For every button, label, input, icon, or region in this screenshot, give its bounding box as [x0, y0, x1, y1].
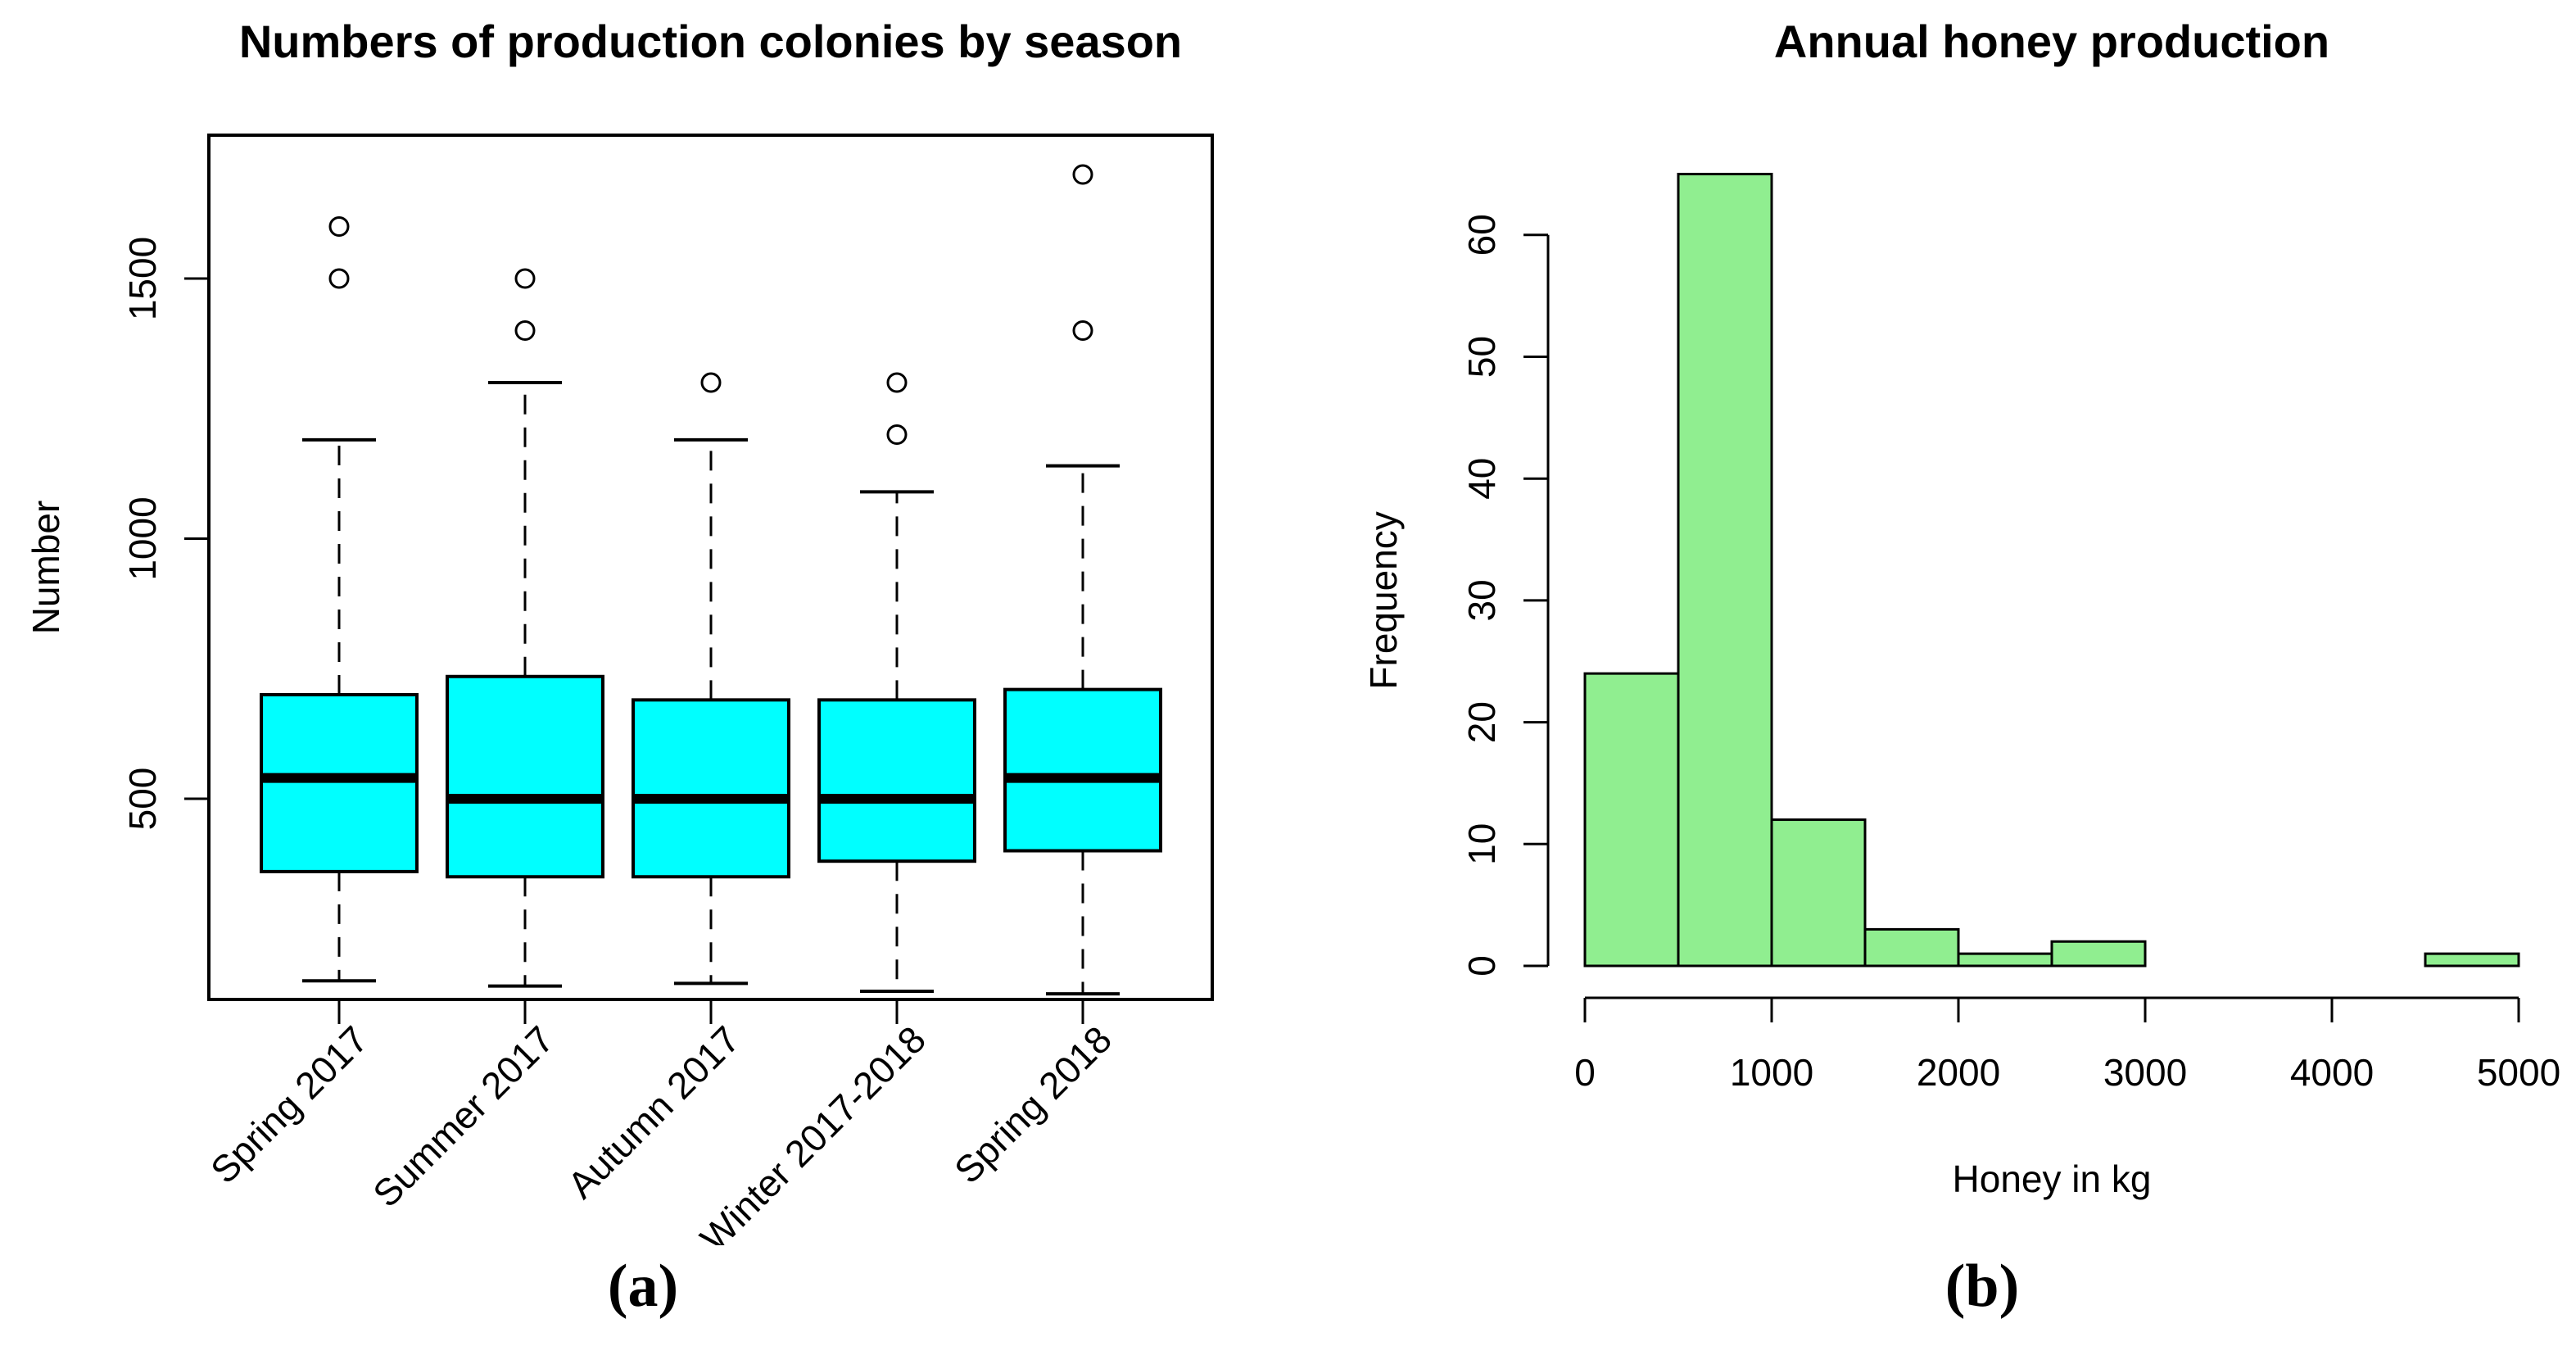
iqr-box: [817, 698, 976, 863]
y-tick-label: 10: [1460, 823, 1503, 865]
outlier-point: [328, 216, 350, 237]
y-tick-label: 30: [1460, 579, 1503, 621]
x-category-label: Spring 2018: [946, 1017, 1120, 1191]
y-axis-title: Frequency: [1362, 511, 1405, 689]
caption-b: (b): [1944, 1253, 2020, 1320]
outlier-point: [514, 268, 536, 289]
x-axis-title: Honey in kg: [1953, 1158, 2152, 1200]
iqr-box: [260, 693, 419, 873]
y-tick-label: 500: [121, 768, 164, 831]
iqr-box: [632, 698, 790, 879]
histogram-bar: [2050, 940, 2147, 968]
x-tick-label: 3000: [2103, 1051, 2187, 1094]
x-tick-label: 5000: [2477, 1051, 2560, 1094]
outlier-point: [700, 372, 722, 393]
boxplot-panel: Numbers of production colonies by season…: [25, 16, 1214, 1245]
y-tick-label: 1500: [121, 237, 164, 320]
outlier-point: [886, 424, 908, 445]
chart-title: Numbers of production colonies by season: [239, 16, 1182, 67]
x-tick-label: 4000: [2290, 1051, 2374, 1094]
histogram-bar: [1770, 818, 1867, 968]
histogram-bar: [1677, 172, 1773, 968]
y-axis-title: Number: [25, 501, 67, 635]
outlier-point: [328, 268, 350, 289]
box-group: [632, 372, 790, 986]
box-group: [446, 268, 604, 988]
outlier-point: [1072, 164, 1093, 185]
x-tick-label: 1000: [1730, 1051, 1813, 1094]
caption-a: (a): [607, 1253, 679, 1320]
x-category-label: Summer 2017: [364, 1017, 562, 1215]
iqr-box: [446, 674, 604, 879]
x-category-label: Autumn 2017: [559, 1017, 748, 1206]
box-group: [817, 372, 976, 993]
y-tick-label: 60: [1460, 214, 1503, 256]
outlier-point: [514, 320, 536, 341]
box-group: [260, 216, 419, 983]
histogram-bar: [1957, 952, 2053, 968]
x-tick-label: 0: [1574, 1051, 1596, 1094]
box-group: [1003, 164, 1162, 996]
x-tick-label: 2000: [1917, 1051, 2000, 1094]
y-tick-label: 40: [1460, 458, 1503, 500]
y-tick-label: 50: [1460, 336, 1503, 378]
histogram-bar: [2424, 952, 2520, 968]
y-tick-label: 1000: [121, 496, 164, 580]
x-category-label: Spring 2017: [202, 1017, 376, 1191]
chart-title: Annual honey production: [1774, 16, 2329, 67]
histogram-bar: [1583, 672, 1680, 968]
iqr-box: [1003, 687, 1162, 853]
histogram-bar: [1863, 927, 1960, 968]
outlier-point: [1072, 320, 1093, 341]
y-tick-label: 20: [1460, 701, 1503, 743]
histogram-panel: Annual honey production 0 10 20 30 40 50 60 Freq…: [1362, 16, 2560, 1200]
outlier-point: [886, 372, 908, 393]
y-tick-label: 0: [1460, 955, 1503, 977]
